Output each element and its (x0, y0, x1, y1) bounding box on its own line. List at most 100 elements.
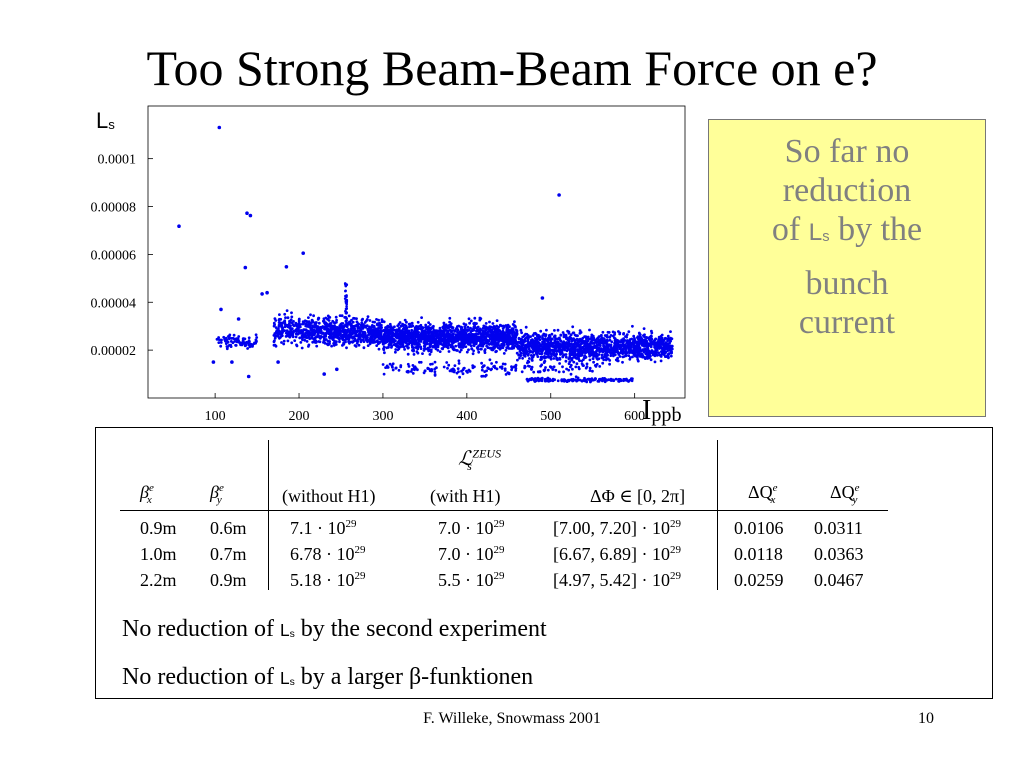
data-point (547, 354, 550, 357)
data-point (324, 338, 328, 341)
data-point (637, 331, 641, 335)
data-point (361, 338, 365, 342)
data-point (555, 352, 558, 356)
data-point (596, 347, 600, 351)
data-point (341, 326, 344, 330)
data-point (234, 343, 238, 347)
data-point (667, 352, 671, 356)
data-point (505, 326, 509, 330)
data-point (536, 340, 540, 344)
data-point (382, 320, 386, 324)
data-point (562, 370, 565, 374)
data-point (590, 341, 593, 345)
data-point (510, 346, 514, 350)
data-point (581, 379, 585, 382)
data-point (278, 330, 282, 333)
data-point (177, 224, 181, 228)
data-point (597, 353, 601, 356)
data-point (428, 345, 432, 349)
data-point (406, 352, 410, 356)
data-point (529, 349, 532, 353)
data-point (501, 338, 505, 341)
data-point (291, 323, 295, 327)
data-point (642, 355, 646, 359)
data-point (628, 339, 632, 343)
data-point (460, 338, 464, 342)
data-point (636, 358, 640, 361)
data-point (504, 336, 508, 339)
data-point (627, 350, 631, 354)
data-point (527, 347, 531, 351)
data-point (525, 345, 528, 349)
data-point (412, 353, 416, 356)
data-point (228, 343, 231, 347)
data-point (545, 344, 549, 348)
data-point (486, 366, 490, 370)
data-point (593, 364, 597, 367)
note-line-4: bunch (805, 265, 889, 302)
data-point (415, 350, 419, 353)
data-point (471, 329, 474, 332)
data-point (571, 331, 575, 335)
table-cell-bx: 0.9m (140, 518, 177, 538)
data-point (551, 377, 555, 381)
data-point (595, 352, 598, 356)
data-point (414, 335, 418, 339)
data-point (406, 339, 410, 343)
data-point (552, 350, 556, 353)
data-point (279, 321, 282, 325)
data-point (658, 353, 661, 357)
data-point (641, 338, 644, 342)
data-point (478, 318, 482, 322)
data-point (452, 332, 455, 335)
data-point (521, 356, 524, 360)
data-point (479, 337, 483, 340)
data-point (388, 362, 392, 366)
x-tick-label: 100 (205, 409, 226, 424)
data-point (559, 333, 563, 337)
data-point (484, 326, 488, 330)
data-point (223, 338, 227, 342)
data-point (604, 351, 608, 355)
data-point (344, 289, 347, 293)
data-point (593, 346, 597, 349)
data-point (397, 326, 401, 330)
data-point (508, 347, 512, 350)
data-point (561, 365, 564, 369)
data-point (419, 334, 422, 338)
data-point (546, 348, 549, 352)
data-point (394, 350, 397, 354)
data-point (231, 336, 235, 340)
data-point (549, 352, 553, 356)
data-point (556, 328, 560, 332)
data-point (419, 327, 423, 331)
data-point (364, 325, 368, 329)
data-point (413, 329, 417, 333)
data-point (319, 331, 323, 335)
data-point (441, 343, 444, 346)
data-point (571, 338, 575, 341)
data-point (514, 369, 518, 372)
data-point (460, 326, 464, 329)
data-point (601, 356, 605, 360)
data-point (423, 347, 426, 350)
data-point (518, 350, 522, 353)
data-point (354, 334, 358, 337)
data-point (275, 334, 279, 338)
data-point (504, 373, 508, 376)
data-point (574, 378, 577, 382)
y-tick-label: 0.00008 (91, 201, 137, 216)
data-point (608, 350, 612, 354)
data-point (458, 350, 462, 354)
data-point (523, 334, 526, 338)
data-point (466, 338, 470, 342)
data-point (590, 335, 593, 339)
data-point (574, 365, 578, 369)
data-point (379, 323, 383, 327)
data-point (471, 366, 475, 370)
data-point (498, 337, 502, 341)
data-point (600, 353, 604, 357)
data-point (592, 360, 595, 364)
data-point (284, 331, 288, 335)
data-point (378, 326, 382, 329)
